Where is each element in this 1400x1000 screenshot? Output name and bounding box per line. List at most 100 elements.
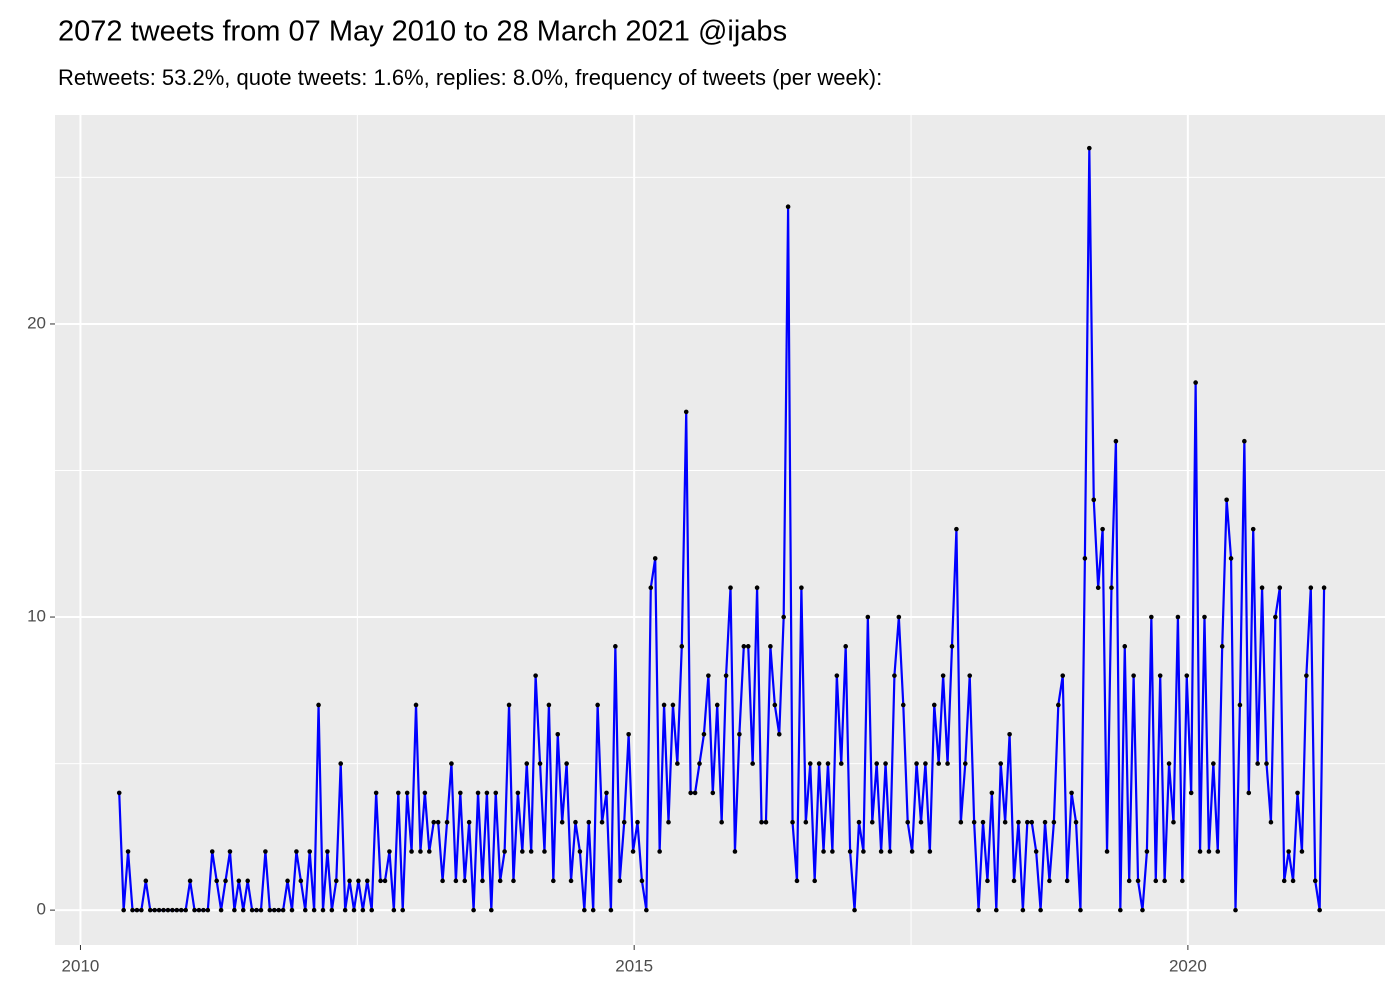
data-point xyxy=(980,819,986,825)
data-point xyxy=(214,878,219,884)
data-point xyxy=(1290,878,1296,884)
data-point xyxy=(1312,878,1318,884)
y-tick-label: 0 xyxy=(37,900,46,919)
x-tick-label: 2020 xyxy=(1169,956,1207,975)
data-point xyxy=(325,849,330,854)
data-point xyxy=(670,702,676,708)
data-point xyxy=(1259,585,1265,591)
data-point xyxy=(887,849,893,854)
data-point xyxy=(697,761,702,766)
data-point xyxy=(1144,849,1150,854)
data-point xyxy=(409,849,414,854)
data-point xyxy=(1268,819,1274,825)
data-point xyxy=(1087,145,1092,151)
data-point xyxy=(1321,585,1327,591)
data-point xyxy=(116,790,122,796)
data-point xyxy=(121,907,126,913)
data-point xyxy=(1007,731,1012,737)
data-point xyxy=(147,907,153,913)
data-point xyxy=(692,790,698,796)
data-point xyxy=(892,673,897,678)
data-point xyxy=(1038,907,1043,913)
data-point xyxy=(254,907,259,913)
data-point xyxy=(369,907,375,913)
data-point xyxy=(342,907,348,913)
data-point xyxy=(1242,438,1247,444)
data-point xyxy=(1135,878,1141,884)
data-point xyxy=(139,907,144,913)
data-point xyxy=(218,907,224,913)
data-point xyxy=(1002,819,1008,825)
data-point xyxy=(1033,849,1039,854)
data-point xyxy=(178,907,184,913)
data-point xyxy=(1171,819,1176,825)
data-point xyxy=(506,702,512,708)
data-point xyxy=(302,907,308,913)
data-point xyxy=(1095,585,1101,591)
data-point xyxy=(1246,790,1252,796)
data-point xyxy=(1304,673,1309,678)
data-point xyxy=(843,644,848,649)
data-point xyxy=(170,907,175,913)
data-point xyxy=(187,878,193,884)
data-point xyxy=(945,761,950,766)
data-point xyxy=(125,849,131,854)
data-point xyxy=(1211,761,1216,766)
data-point xyxy=(497,878,503,884)
data-point xyxy=(825,761,831,766)
data-point xyxy=(533,673,538,678)
data-point xyxy=(976,907,981,913)
data-point xyxy=(502,849,507,854)
data-point xyxy=(923,761,928,766)
data-point xyxy=(745,644,751,649)
data-point xyxy=(395,790,401,796)
data-point xyxy=(329,907,335,913)
data-point xyxy=(298,878,304,884)
data-point xyxy=(245,878,250,884)
data-point xyxy=(559,819,565,825)
data-point xyxy=(258,907,264,913)
data-point xyxy=(1029,819,1035,825)
data-point xyxy=(635,819,640,825)
data-point xyxy=(449,761,454,766)
data-point xyxy=(422,790,428,796)
data-point xyxy=(1166,761,1172,766)
data-point xyxy=(900,702,906,708)
data-point xyxy=(626,731,631,737)
data-point xyxy=(333,878,339,884)
data-point xyxy=(537,761,543,766)
data-point xyxy=(909,849,915,854)
data-point xyxy=(599,819,605,825)
data-point xyxy=(1011,878,1017,884)
data-point xyxy=(156,907,162,913)
data-point xyxy=(387,849,392,854)
data-point xyxy=(130,907,135,913)
data-point xyxy=(799,585,804,591)
data-point xyxy=(741,644,747,649)
data-point xyxy=(413,702,419,708)
data-point xyxy=(1233,907,1238,913)
data-point xyxy=(223,878,228,884)
data-point xyxy=(719,819,724,825)
data-point xyxy=(480,878,485,884)
data-point xyxy=(940,673,946,678)
data-point xyxy=(1016,819,1021,825)
data-point xyxy=(1193,380,1198,385)
data-point xyxy=(152,907,157,913)
data-point xyxy=(165,907,171,913)
data-point xyxy=(484,790,490,796)
data-point xyxy=(1042,819,1048,825)
data-point xyxy=(803,819,809,825)
data-point xyxy=(604,790,609,796)
data-point xyxy=(183,907,188,913)
data-point xyxy=(714,702,720,708)
data-point xyxy=(1051,819,1057,825)
data-point xyxy=(754,585,760,591)
data-point xyxy=(555,731,561,737)
data-point xyxy=(196,907,202,913)
data-point xyxy=(1025,819,1030,825)
data-point xyxy=(750,761,755,766)
data-point xyxy=(621,819,627,825)
data-point xyxy=(453,878,459,884)
